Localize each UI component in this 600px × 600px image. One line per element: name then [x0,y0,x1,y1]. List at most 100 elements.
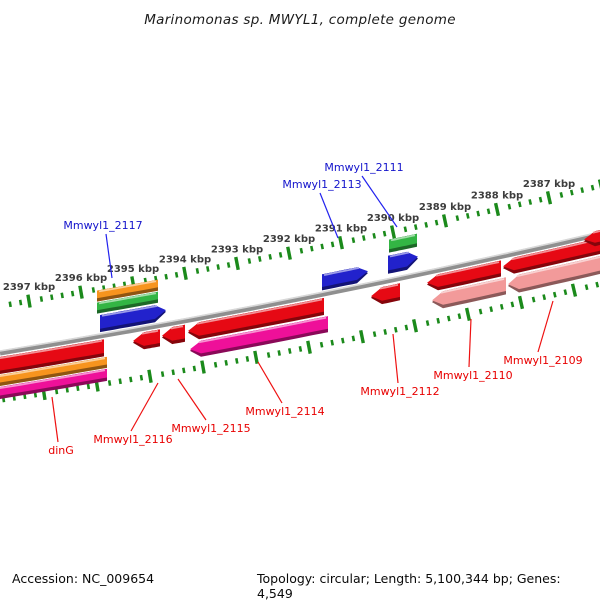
minor-tick [393,326,398,333]
major-tick [78,285,84,299]
minor-tick [60,292,64,299]
gene-arrow-region-orange[interactable] [0,356,107,388]
minor-tick [195,268,200,274]
minor-tick [330,241,335,248]
ruler-label: 2391 kbp [315,224,367,235]
minor-tick [299,247,304,254]
gene-arrow-gene-box-green[interactable] [389,233,417,253]
minor-tick [50,294,54,301]
minor-tick [424,221,429,228]
topology-stats-text: Topology: circular; Length: 5,100,344 bp… [257,571,561,600]
gene-arrow-Mmwyl1_2113[interactable] [322,267,368,291]
gene-arrow-Mmwyl1_2112[interactable] [371,283,400,305]
minor-tick [288,348,292,354]
major-tick [389,225,397,239]
minor-tick [216,264,220,270]
gene-arrow-operon-bar-green[interactable] [97,291,158,314]
major-tick [26,294,32,308]
gene-arrow-Mmwyl1_2115[interactable] [162,324,185,345]
gene-arrow-Mmwyl1_2114[interactable] [190,316,328,357]
minor-tick [340,337,345,344]
gene-arrow-Mmwyl1_2116[interactable] [133,329,160,350]
minor-tick [160,371,165,377]
gene-arrow-Mmwyl1_2111[interactable] [388,251,418,274]
gene-label-Mmwyl1_2113[interactable]: Mmwyl1_2113 [282,178,361,191]
leader-line [392,333,399,384]
minor-tick [235,358,239,364]
gene-arrow-gene-red-long[interactable] [188,298,324,340]
gene-labels: Mmwyl1_2117 Mmwyl1_2113 Mmwyl1_2111 dinG Mmw… [48,161,582,457]
minor-tick [538,196,543,203]
minor-tick [278,251,283,258]
minor-tick [559,192,564,198]
minor-tick [517,201,522,208]
gene-label-dinG[interactable]: dinG [48,444,74,457]
minor-tick [382,230,387,237]
gene-arrow-Mmwyl1_2110[interactable] [427,260,501,291]
gene-arrow-gene-red-corner[interactable] [584,228,600,247]
minor-tick [542,294,547,301]
gene-arrow-operon-bar-orange[interactable] [97,279,158,302]
minor-tick [320,243,325,250]
minor-tick [569,189,574,196]
minor-tick [489,306,494,313]
minor-tick [76,385,80,391]
gene-arrow-dinG-region-red[interactable] [0,339,104,375]
minor-tick [182,367,186,374]
minor-tick [277,350,281,356]
ruler-label: 2394 kbp [159,254,211,265]
gene-label-Mmwyl1_2111[interactable]: Mmwyl1_2111 [324,161,403,174]
minor-tick [455,215,460,222]
minor-tick [107,380,112,386]
ruler-label: 2393 kbp [211,244,263,255]
gene-label-Mmwyl1_2112[interactable]: Mmwyl1_2112 [360,385,439,398]
minor-tick [590,184,595,191]
minor-tick [531,296,536,303]
minor-tick [192,365,197,372]
minor-tick [351,335,356,342]
minor-tick [139,374,144,381]
gene-arrow-region-magenta[interactable] [0,368,107,401]
genome-track [0,231,600,356]
ruler-label: 2388 kbp [471,190,523,201]
minor-tick [268,254,272,260]
major-tick [306,340,312,354]
minor-tick [434,219,439,226]
minor-tick [129,376,133,383]
gene-label-Mmwyl1_2110[interactable]: Mmwyl1_2110 [433,369,512,382]
leader-line [361,175,398,228]
minor-tick [528,199,533,205]
minor-tick [465,212,470,219]
major-tick [182,266,188,280]
major-tick [570,283,578,297]
minor-tick [18,299,23,306]
leader-line [177,378,207,421]
gene-arrow-gene-salmon-a[interactable] [432,277,506,309]
gene-label-Mmwyl1_2116[interactable]: Mmwyl1_2116 [93,433,172,446]
gene-arrows [0,228,600,401]
gene-label-Mmwyl1_2115[interactable]: Mmwyl1_2115 [171,422,250,435]
minor-tick [65,386,69,393]
major-tick [493,202,501,217]
major-tick [359,330,365,344]
gene-label-Mmwyl1_2109[interactable]: Mmwyl1_2109 [503,354,582,367]
gene-arrow-gene-salmon-b[interactable] [508,254,600,293]
minor-tick [266,352,271,358]
minor-tick [446,315,451,322]
major-tick [147,369,153,383]
minor-tick [580,187,585,194]
major-tick [545,191,553,205]
major-tick [441,214,449,228]
minor-tick [552,291,557,298]
major-tick [411,319,419,333]
minor-tick [584,284,589,291]
gene-label-Mmwyl1_2114[interactable]: Mmwyl1_2114 [245,405,324,418]
gene-label-Mmwyl1_2117[interactable]: Mmwyl1_2117 [63,219,142,232]
ruler-label: 2389 kbp [419,202,471,213]
minor-tick [595,281,600,288]
minor-tick [351,237,356,244]
genome-track-highlight [0,231,600,352]
gene-arrow-Mmwyl1_2117[interactable] [100,305,166,333]
